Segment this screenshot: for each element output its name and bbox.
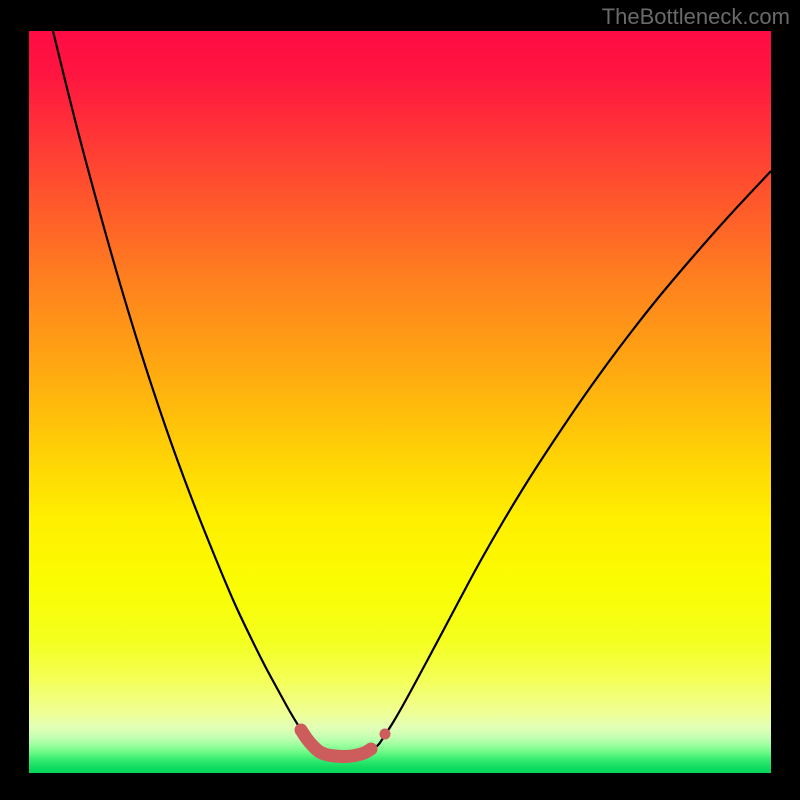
- bottleneck-markers: [29, 31, 771, 773]
- watermark-text: TheBottleneck.com: [602, 4, 790, 30]
- chart-frame: [29, 31, 771, 773]
